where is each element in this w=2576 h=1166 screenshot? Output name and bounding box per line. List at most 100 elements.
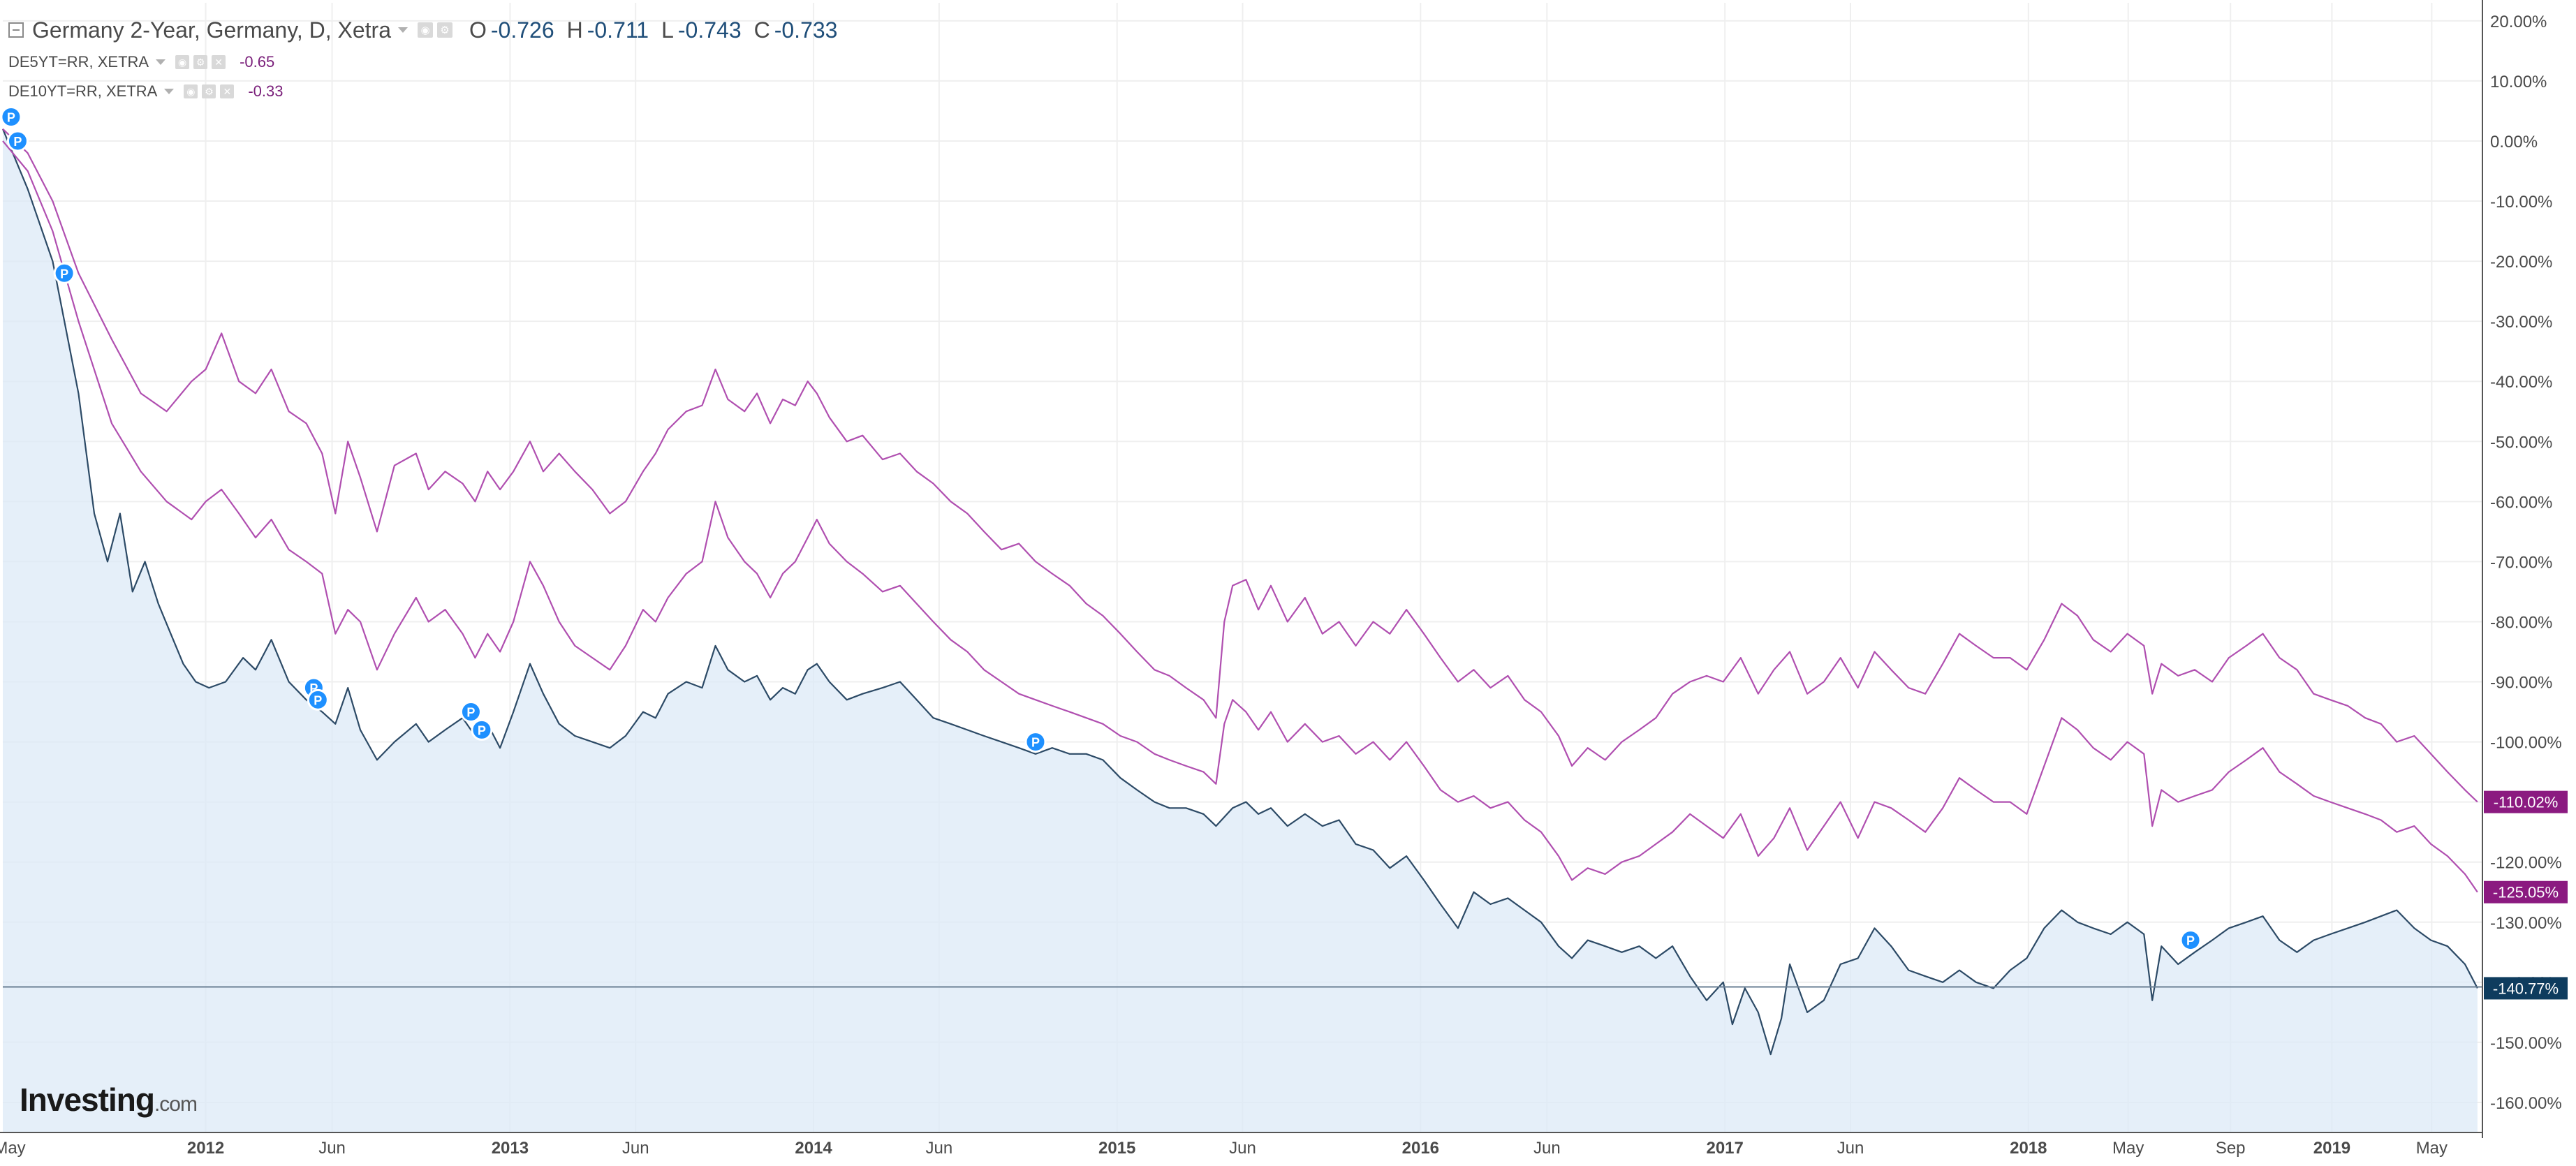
x-tick-label: 2014 — [795, 1139, 832, 1158]
event-marker: P — [6, 130, 29, 152]
y-tick-label: -40.00% — [2490, 373, 2552, 392]
series3-eye-icon[interactable]: ◉ — [184, 84, 198, 98]
y-tick-label: -20.00% — [2490, 253, 2552, 272]
legend: Germany 2-Year, Germany, D, Xetra ◉ ⚙ O-… — [8, 13, 837, 106]
y-tick-label: -150.00% — [2490, 1034, 2562, 1053]
event-marker: P — [459, 701, 482, 723]
series3-menu-caret-icon[interactable] — [164, 89, 175, 94]
event-marker-dot — [0, 106, 22, 128]
x-tick-label: 2018 — [2010, 1139, 2047, 1158]
event-marker-label: P — [1031, 736, 1040, 750]
open-value: -0.726 — [490, 17, 554, 43]
series-area-fill — [3, 128, 2478, 1133]
y-tick-label: -100.00% — [2490, 734, 2562, 753]
event-marker-dot — [307, 688, 329, 711]
event-marker-label: P — [478, 723, 486, 737]
series3-close-icon[interactable]: ✕ — [220, 84, 235, 98]
event-marker: P — [1024, 731, 1047, 753]
last-value-badge: -125.05% — [2484, 880, 2568, 903]
x-tick-label: Jun — [1533, 1139, 1561, 1158]
series2-close-icon[interactable]: ✕ — [212, 55, 226, 69]
collapse-legend-icon[interactable] — [8, 22, 24, 38]
x-tick-label: Jun — [926, 1139, 953, 1158]
series2-value: -0.65 — [240, 53, 275, 71]
x-tick-label: May — [2416, 1139, 2448, 1158]
main-series-title[interactable]: Germany 2-Year, Germany, D, Xetra — [32, 17, 391, 43]
x-tick-label: Sep — [2216, 1139, 2246, 1158]
event-marker-dot — [6, 130, 29, 152]
series3-value: -0.33 — [248, 82, 284, 100]
y-tick-label: -90.00% — [2490, 674, 2552, 693]
y-tick-label: -30.00% — [2490, 313, 2552, 332]
close-value: -0.733 — [774, 17, 838, 43]
event-marker-label: P — [314, 693, 322, 707]
legend-series2-row: DE5YT=RR, XETRA ◉ ⚙ ✕ -0.65 — [8, 47, 837, 77]
last-value-badge-bg — [2484, 790, 2568, 813]
event-marker-dot — [2179, 929, 2202, 952]
series2-menu-caret-icon[interactable] — [156, 59, 166, 65]
x-tick-label: Jun — [622, 1139, 649, 1158]
open-label: O — [469, 17, 487, 43]
low-label: L — [661, 17, 674, 43]
x-tick-label: Jun — [1837, 1139, 1864, 1158]
legend-main-row: Germany 2-Year, Germany, D, Xetra ◉ ⚙ O-… — [8, 13, 837, 47]
x-tick-label: 2015 — [1098, 1139, 1135, 1158]
high-value: -0.711 — [587, 17, 649, 43]
series-menu-caret-icon[interactable] — [397, 27, 408, 33]
x-tick-label: Jun — [318, 1139, 346, 1158]
x-tick-label: 2016 — [1402, 1139, 1439, 1158]
series3-gear-icon[interactable]: ⚙ — [202, 84, 216, 98]
x-tick-label: May — [2112, 1139, 2144, 1158]
series-line — [1, 128, 2478, 1056]
series2-eye-icon[interactable]: ◉ — [175, 55, 190, 69]
high-label: H — [566, 17, 583, 43]
y-tick-label: 10.00% — [2490, 73, 2547, 91]
event-marker-label: P — [60, 267, 68, 281]
series2-gear-icon[interactable]: ⚙ — [193, 55, 208, 69]
last-value-badge: -140.77% — [2484, 977, 2568, 1000]
event-marker: P — [2179, 929, 2202, 952]
last-value-badges: -110.02% -125.05% -140.77% — [2484, 790, 2568, 1000]
event-marker-dot — [53, 262, 75, 284]
y-tick-label: 0.00% — [2490, 133, 2538, 152]
series3-title[interactable]: DE10YT=RR, XETRA — [8, 82, 158, 100]
close-label: C — [753, 17, 770, 43]
last-value-badge: -110.02% — [2484, 790, 2568, 813]
event-marker: P — [53, 262, 75, 284]
series-line — [2, 128, 2478, 803]
x-tick-label: Jun — [1229, 1139, 1256, 1158]
series-line — [2, 140, 2478, 893]
y-tick-label: -120.00% — [2490, 854, 2562, 873]
y-tick-label: -130.00% — [2490, 914, 2562, 933]
event-marker-dot — [459, 701, 482, 723]
y-tick-label: -10.00% — [2490, 193, 2552, 212]
event-marker-label: P — [466, 706, 475, 720]
low-value: -0.743 — [677, 17, 742, 43]
y-tick-label: -160.00% — [2490, 1094, 2562, 1113]
event-marker: P — [0, 106, 22, 128]
last-value-badge-bg — [2484, 880, 2568, 903]
legend-series3-row: DE10YT=RR, XETRA ◉ ⚙ ✕ -0.33 — [8, 77, 837, 106]
last-value-badge-text: -125.05% — [2493, 884, 2559, 901]
eye-icon[interactable]: ◉ — [417, 22, 433, 38]
last-value-badge-bg — [2484, 977, 2568, 1000]
gear-icon[interactable]: ⚙ — [436, 22, 452, 38]
x-tick-label: 2017 — [1706, 1139, 1743, 1158]
y-tick-label: -50.00% — [2490, 433, 2552, 452]
event-marker-label: P — [7, 111, 15, 125]
last-value-badge-text: -140.77% — [2493, 980, 2559, 997]
x-tick-label: 2013 — [492, 1139, 529, 1158]
investing-logo: Investing.com — [20, 1082, 198, 1118]
series2-title[interactable]: DE5YT=RR, XETRA — [8, 53, 149, 71]
event-marker-label: P — [2186, 934, 2195, 948]
x-tick-label: 2019 — [2313, 1139, 2350, 1158]
event-marker: P — [471, 718, 493, 741]
y-tick-label: -70.00% — [2490, 553, 2552, 572]
event-marker-dot — [1024, 731, 1047, 753]
y-tick-label: 20.00% — [2490, 13, 2547, 31]
event-marker-label: P — [13, 135, 22, 149]
event-marker: P — [307, 688, 329, 711]
